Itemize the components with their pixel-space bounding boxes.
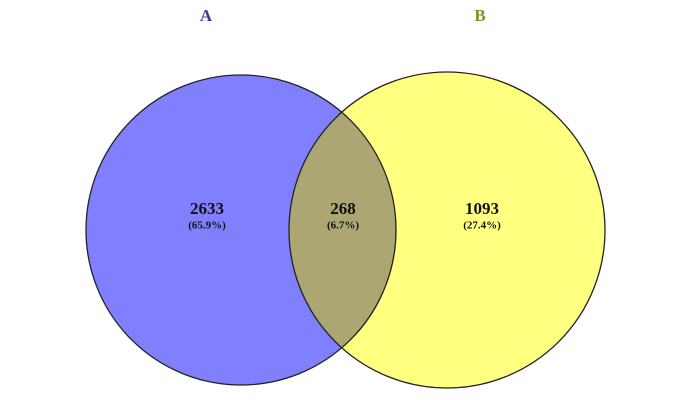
region-percent: (27.4%) — [463, 220, 501, 232]
region-percent: (6.7%) — [327, 220, 359, 232]
region-count: 1093 — [465, 199, 499, 218]
region-count: 2633 — [190, 199, 224, 218]
set-outline — [288, 71, 606, 389]
set-label: B — [474, 6, 485, 25]
overlap-region — [289, 75, 396, 385]
set-outline — [85, 74, 397, 386]
region-count: 268 — [330, 199, 356, 218]
region-percent: (65.9%) — [188, 220, 226, 232]
set-label: A — [200, 6, 213, 25]
